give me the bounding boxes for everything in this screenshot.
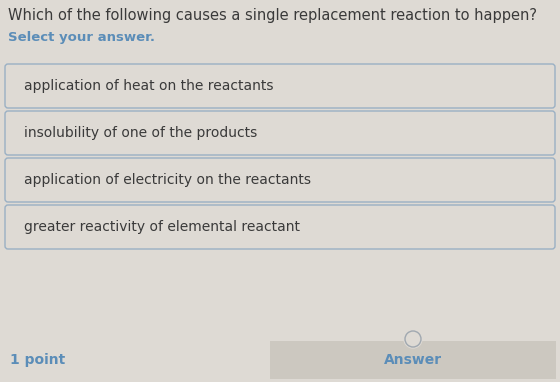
Text: application of electricity on the reactants: application of electricity on the reacta…: [24, 173, 311, 187]
FancyBboxPatch shape: [5, 205, 555, 249]
Text: application of heat on the reactants: application of heat on the reactants: [24, 79, 273, 93]
FancyBboxPatch shape: [270, 341, 556, 379]
Text: Which of the following causes a single replacement reaction to happen?: Which of the following causes a single r…: [8, 8, 537, 23]
FancyBboxPatch shape: [5, 111, 555, 155]
FancyBboxPatch shape: [5, 158, 555, 202]
Circle shape: [404, 330, 422, 348]
FancyBboxPatch shape: [5, 64, 555, 108]
Text: greater reactivity of elemental reactant: greater reactivity of elemental reactant: [24, 220, 300, 234]
Text: 1 point: 1 point: [10, 353, 66, 367]
Text: Answer: Answer: [384, 353, 442, 367]
Text: insolubility of one of the products: insolubility of one of the products: [24, 126, 257, 140]
Text: Select your answer.: Select your answer.: [8, 31, 155, 44]
